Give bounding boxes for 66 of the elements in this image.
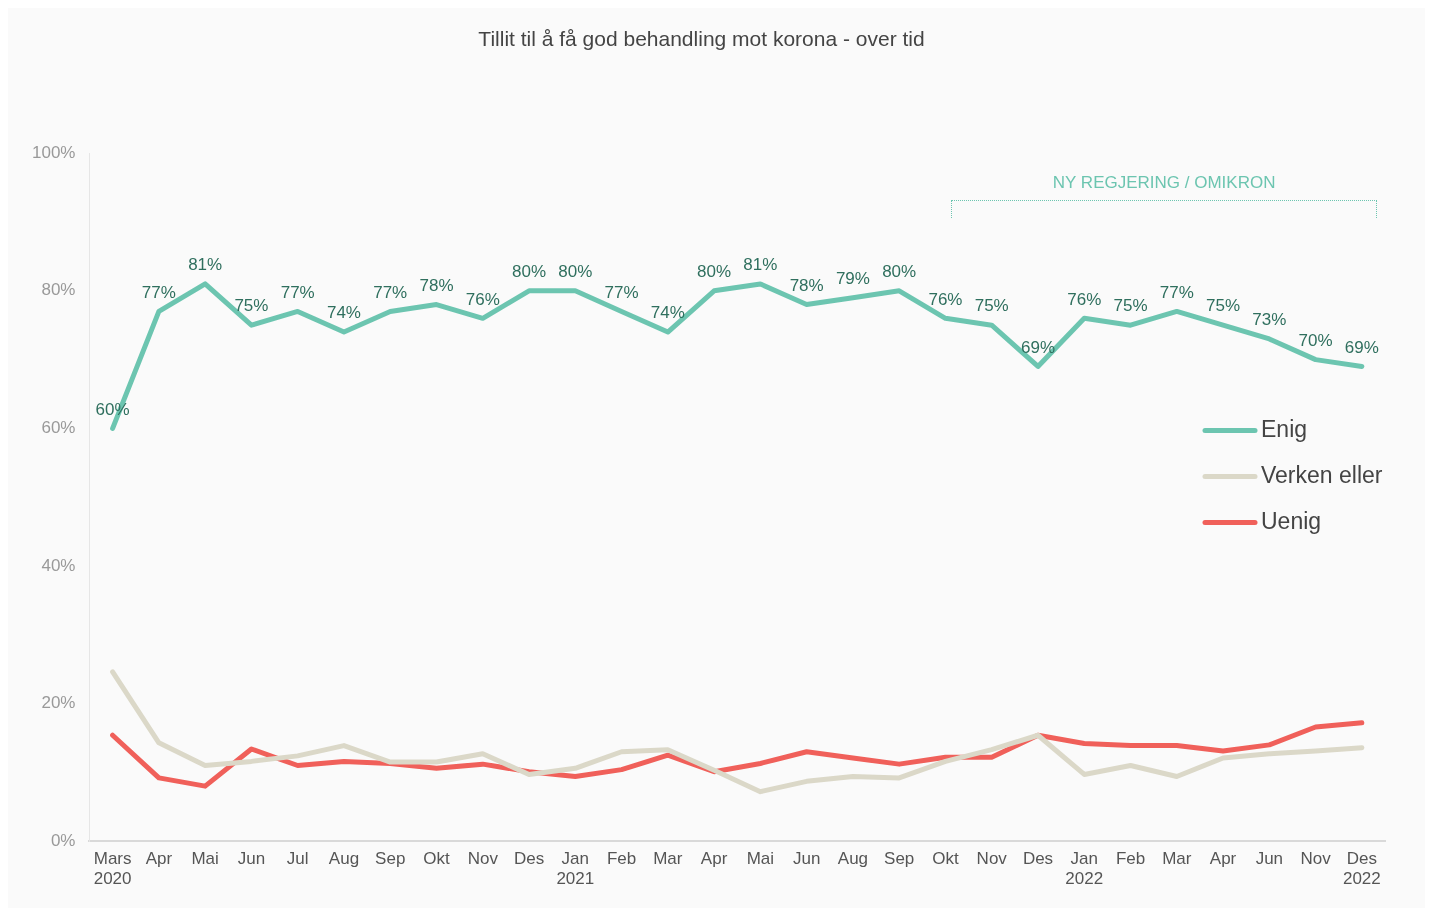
y-tick-label: 0% bbox=[50, 830, 76, 850]
data-label: 81% bbox=[743, 255, 778, 275]
x-tick-label: Jun bbox=[792, 849, 821, 869]
data-label: 76% bbox=[465, 289, 500, 309]
y-tick-label: 40% bbox=[41, 555, 76, 575]
data-label: 74% bbox=[326, 303, 361, 323]
x-tick-label: Jan 2021 bbox=[556, 849, 595, 889]
legend-label: Uenig bbox=[1261, 507, 1322, 534]
x-tick-label: Nov bbox=[976, 849, 1008, 869]
data-label: 77% bbox=[604, 282, 639, 302]
x-tick-label: Mai bbox=[746, 849, 775, 869]
y-tick-label: 60% bbox=[41, 418, 76, 438]
x-tick-label: Des bbox=[1022, 849, 1054, 869]
x-tick-label: Feb bbox=[1115, 849, 1146, 869]
data-label: 75% bbox=[234, 296, 269, 316]
data-label: 69% bbox=[1020, 337, 1055, 357]
x-tick-label: Mai bbox=[191, 849, 219, 869]
x-tick-label: Feb bbox=[606, 849, 637, 869]
x-tick-label: Mar bbox=[653, 849, 683, 869]
x-tick-label: Apr bbox=[700, 849, 728, 869]
x-tick-label: Nov bbox=[467, 849, 499, 869]
legend-label: Enig bbox=[1261, 415, 1308, 442]
data-label: 76% bbox=[928, 289, 963, 309]
y-tick-label: 100% bbox=[32, 142, 76, 162]
x-tick-label: Nov bbox=[1300, 849, 1332, 869]
x-tick-label: Des 2022 bbox=[1342, 849, 1381, 889]
data-label: 77% bbox=[141, 282, 176, 302]
x-tick-label: Sep bbox=[375, 849, 406, 869]
x-tick-label: Aug bbox=[837, 849, 869, 869]
x-tick-label: Okt bbox=[423, 849, 450, 869]
x-tick-label: Aug bbox=[328, 849, 360, 869]
x-tick-label: Jul bbox=[286, 849, 309, 869]
annotation: NY REGJERING / OMIKRON bbox=[1052, 173, 1276, 193]
x-tick-label: Jan 2022 bbox=[1065, 849, 1104, 889]
data-label: 69% bbox=[1344, 337, 1379, 357]
data-label: 80% bbox=[558, 261, 593, 281]
y-tick-label: 80% bbox=[41, 280, 76, 300]
data-label: 79% bbox=[835, 268, 870, 288]
data-label: 75% bbox=[974, 296, 1009, 316]
data-label: 78% bbox=[789, 275, 824, 295]
data-label: 77% bbox=[373, 282, 408, 302]
chart-title: Tillit til å få god behandling mot korona - over tid bbox=[478, 27, 925, 51]
y-tick-label: 20% bbox=[41, 693, 76, 713]
data-label: 80% bbox=[882, 261, 917, 281]
x-tick-label: Mar bbox=[1162, 849, 1192, 869]
data-label: 76% bbox=[1067, 289, 1102, 309]
x-tick-label: Des bbox=[513, 849, 545, 869]
data-label: 78% bbox=[419, 275, 454, 295]
x-tick-label: Jun bbox=[237, 849, 266, 869]
data-label: 73% bbox=[1252, 310, 1287, 330]
data-label: 80% bbox=[697, 261, 732, 281]
data-label: 77% bbox=[1159, 282, 1194, 302]
legend-label: Verken eller bbox=[1261, 461, 1383, 488]
data-label: 74% bbox=[650, 303, 685, 323]
x-tick-label: Apr bbox=[145, 849, 173, 869]
data-label: 81% bbox=[188, 255, 223, 275]
data-label: 75% bbox=[1113, 296, 1148, 316]
data-label: 80% bbox=[512, 261, 547, 281]
data-label: 77% bbox=[280, 282, 315, 302]
data-label: 70% bbox=[1298, 330, 1333, 350]
x-tick-label: Jun bbox=[1255, 849, 1284, 869]
x-tick-label: Okt bbox=[932, 849, 959, 869]
x-tick-label: Mars 2020 bbox=[93, 849, 132, 889]
x-tick-label: Sep bbox=[884, 849, 915, 869]
x-tick-label: Apr bbox=[1209, 849, 1237, 869]
data-label: 75% bbox=[1206, 296, 1241, 316]
